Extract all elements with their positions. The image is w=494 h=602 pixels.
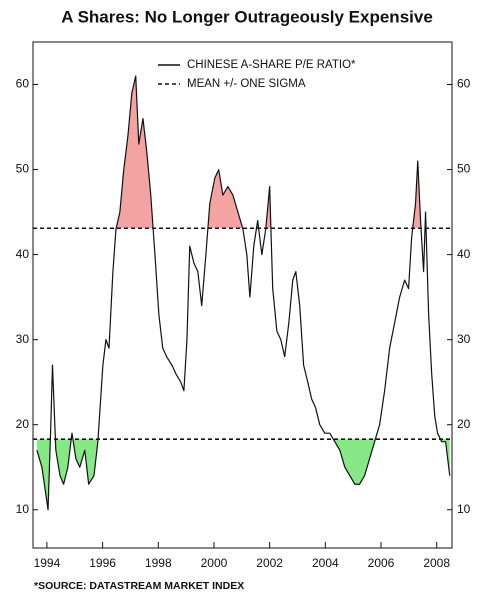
x-tick-label: 1994	[34, 556, 61, 570]
y-tick-label: 30	[457, 332, 471, 346]
x-tick-label: 2002	[256, 556, 283, 570]
x-tick-label: 2004	[312, 556, 339, 570]
y-tick-label: 20	[16, 417, 30, 431]
plot-frame	[32, 41, 453, 549]
y-tick-label: 60	[16, 77, 30, 91]
y-tick-label: 50	[457, 162, 471, 176]
y-tick-label: 60	[457, 77, 471, 91]
pe-line	[36, 75, 451, 511]
x-tick-label: 2006	[368, 556, 395, 570]
x-tick-label: 1998	[145, 556, 172, 570]
x-tick-label: 1996	[89, 556, 116, 570]
y-tick-label: 40	[457, 247, 471, 261]
legend-label: CHINESE A-SHARE P/E RATIO*	[187, 59, 356, 71]
y-tick-label: 40	[16, 247, 30, 261]
y-tick-label: 10	[457, 502, 471, 516]
y-tick-label: 20	[457, 417, 471, 431]
undervalued-fill	[36, 439, 450, 510]
overvalued-fill	[36, 76, 450, 229]
x-tick-label: 2008	[423, 556, 450, 570]
legend-label: MEAN +/- ONE SIGMA	[187, 78, 306, 90]
chart-title: A Shares: No Longer Outrageously Expensi…	[61, 7, 433, 26]
y-tick-label: 50	[16, 162, 30, 176]
y-tick-label: 10	[16, 502, 30, 516]
footnote: *SOURCE: DATASTREAM MARKET INDEX	[34, 580, 244, 592]
x-tick-label: 2000	[201, 556, 228, 570]
y-tick-label: 30	[16, 332, 30, 346]
